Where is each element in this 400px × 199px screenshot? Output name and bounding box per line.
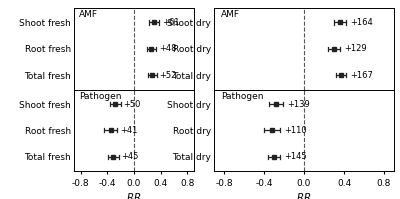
Text: +110: +110 [284, 126, 307, 135]
Text: AMF: AMF [221, 10, 240, 20]
Text: +50: +50 [123, 100, 141, 108]
Text: AMF: AMF [79, 10, 98, 20]
Text: +145: +145 [284, 152, 307, 161]
Text: +61: +61 [162, 18, 180, 27]
Text: +41: +41 [120, 126, 137, 135]
Text: +167: +167 [350, 71, 373, 80]
Text: +48: +48 [159, 44, 176, 53]
Text: +129: +129 [344, 44, 367, 53]
Text: +164: +164 [350, 18, 373, 27]
Text: +52: +52 [159, 71, 177, 80]
X-axis label: $RR$: $RR$ [296, 191, 312, 199]
Text: +45: +45 [121, 152, 139, 161]
X-axis label: $RR$: $RR$ [126, 191, 142, 199]
Text: +139: +139 [287, 100, 310, 108]
Text: Pathogen: Pathogen [221, 92, 264, 101]
Text: Pathogen: Pathogen [79, 92, 121, 101]
